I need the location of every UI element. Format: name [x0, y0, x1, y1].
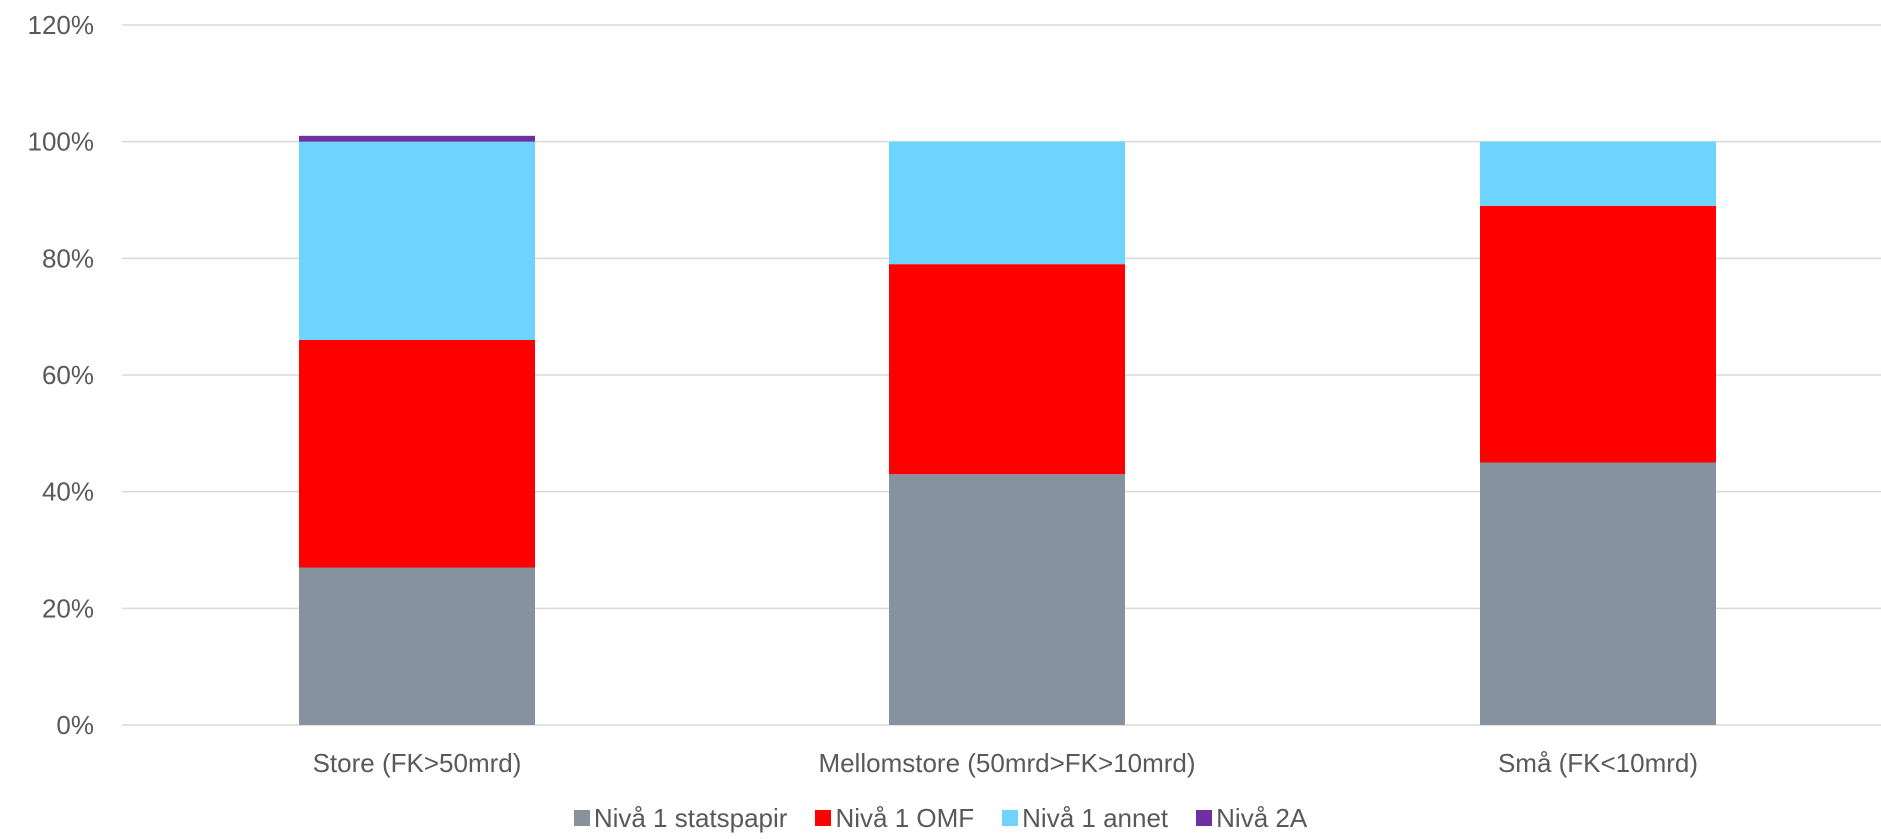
y-tick-label: 0% [56, 710, 94, 740]
y-tick-label: 60% [42, 360, 94, 390]
bar-segment [299, 141, 535, 340]
y-tick-label: 20% [42, 593, 94, 623]
bar-stack [299, 135, 535, 725]
legend-swatch [1196, 810, 1213, 826]
x-category-label: Store (FK>50mrd) [313, 748, 522, 778]
stacked-bar-chart: 0% 20% 40% 60% 80% 100% 120% Store (FK>50mrd) M… [28, 10, 1881, 778]
legend-swatch [1002, 810, 1019, 826]
legend-swatch [573, 810, 590, 826]
bar-segment [299, 135, 535, 142]
bar-segment [889, 141, 1125, 265]
legend-swatch [815, 810, 832, 826]
y-tick-label: 120% [28, 10, 95, 40]
bar-segment [1480, 462, 1716, 725]
x-category-label: Små (FK<10mrd) [1498, 748, 1698, 778]
legend-item: Nivå 1 OMF [815, 803, 974, 834]
legend-item: Nivå 1 statspapir [573, 802, 788, 834]
bar-segment [299, 340, 535, 568]
legend-label: Nivå 1 annet [1022, 802, 1169, 833]
legend: Nivå 1 statspapir Nivå 1 OMF Nivå 1 annet N… [0, 800, 1881, 836]
bar-stack [889, 141, 1125, 725]
bar-segment [1480, 205, 1716, 463]
bar-segment [889, 474, 1125, 725]
legend-item: Nivå 1 annet [1002, 803, 1168, 834]
y-axis-tick-labels: 0% 20% 40% 60% 80% 100% 120% [28, 10, 95, 740]
bar-segment [299, 567, 535, 725]
bar-segment [1480, 141, 1716, 206]
y-tick-label: 80% [42, 243, 94, 273]
bar-stack [1480, 141, 1716, 725]
y-tick-label: 40% [42, 477, 94, 507]
legend-label: Nivå 1 OMF [835, 802, 975, 833]
bar-segment [889, 264, 1125, 475]
bar-stacks [299, 135, 1716, 725]
x-axis-category-labels: Store (FK>50mrd) Mellomstore (50mrd>FK>10… [313, 748, 1698, 778]
y-tick-label: 100% [28, 127, 95, 157]
legend-label: Nivå 1 statspapir [593, 802, 788, 833]
legend-label: Nivå 2A [1216, 802, 1308, 833]
x-category-label: Mellomstore (50mrd>FK>10mrd) [818, 748, 1195, 778]
legend-item: Nivå 2A [1196, 803, 1307, 834]
